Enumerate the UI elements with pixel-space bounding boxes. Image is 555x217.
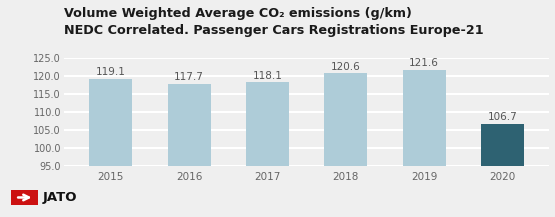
- Text: 119.1: 119.1: [96, 67, 126, 77]
- Bar: [324, 73, 367, 166]
- Text: 120.6: 120.6: [331, 62, 361, 72]
- Text: 106.7: 106.7: [488, 112, 517, 122]
- Bar: [168, 84, 211, 166]
- Text: 121.6: 121.6: [409, 58, 439, 68]
- Bar: [402, 70, 446, 166]
- Text: JATO: JATO: [43, 191, 77, 204]
- Text: 117.7: 117.7: [174, 72, 204, 82]
- Bar: [11, 190, 38, 205]
- Text: 118.1: 118.1: [253, 71, 282, 81]
- Bar: [481, 124, 524, 166]
- Text: Volume Weighted Average CO₂ emissions (g/km)
NEDC Correlated. Passenger Cars Reg: Volume Weighted Average CO₂ emissions (g…: [64, 7, 483, 37]
- Bar: [89, 79, 132, 166]
- Bar: [246, 82, 289, 166]
